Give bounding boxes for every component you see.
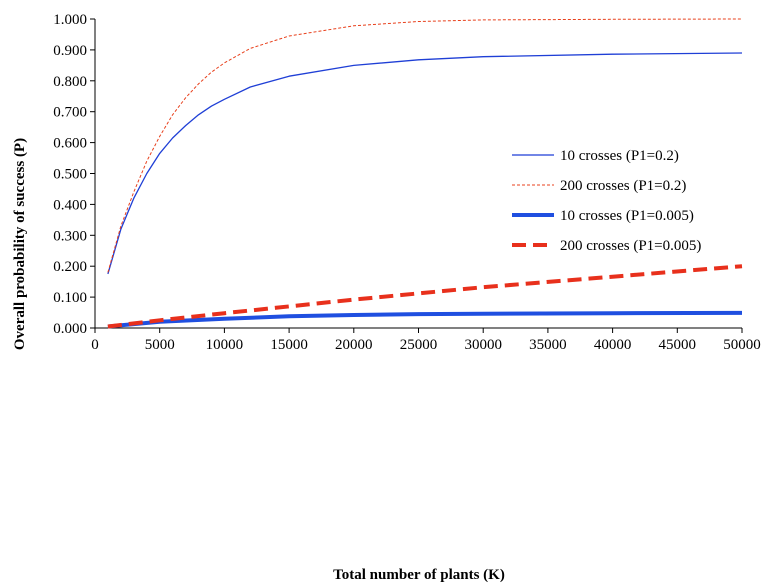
series-line-10-crosses-p1-0-005 <box>107 310 743 329</box>
legend-label: 10 crosses (P1=0.005) <box>560 208 694 224</box>
x-tick-label: 0 <box>91 337 99 353</box>
legend: 10 crosses (P1=0.2) 200 crosses (P1=0.2) 1… <box>512 148 701 254</box>
y-tick-label: 0.300 <box>53 228 87 244</box>
y-ticks: 0.000 0.100 0.200 0.300 0.400 0.500 0.600 0.700… <box>53 12 95 337</box>
x-tick-label: 5000 <box>145 337 175 353</box>
x-tick-label: 35000 <box>529 337 567 353</box>
x-tick-label: 10000 <box>206 337 244 353</box>
y-tick-label: 0.400 <box>53 197 87 213</box>
series-line-200-crosses-p1-0-005 <box>107 264 743 329</box>
y-tick-label: 0.800 <box>53 74 87 90</box>
x-tick-label: 50000 <box>723 337 761 353</box>
axes <box>94 19 742 329</box>
x-tick-label: 20000 <box>335 337 373 353</box>
y-tick-label: 0.600 <box>53 136 87 152</box>
series-line-200-crosses-p1-0-2 <box>107 18 743 273</box>
legend-label: 200 crosses (P1=0.005) <box>560 238 701 254</box>
x-tick-label: 25000 <box>400 337 438 353</box>
y-tick-label: 0.500 <box>53 167 87 183</box>
y-tick-label: 0.900 <box>53 43 87 59</box>
y-tick-label: 0.200 <box>53 259 87 275</box>
x-tick-label: 40000 <box>594 337 632 353</box>
y-axis-title: Overall probability of success (P) <box>12 138 28 350</box>
y-tick-label: 0.700 <box>53 105 87 121</box>
y-tick-label: 0.000 <box>53 321 87 337</box>
series-layer <box>107 18 743 329</box>
legend-label: 10 crosses (P1=0.2) <box>560 148 679 164</box>
x-tick-label: 15000 <box>270 337 308 353</box>
y-tick-label: 1.000 <box>53 12 87 28</box>
x-tick-label: 45000 <box>659 337 697 353</box>
legend-label: 200 crosses (P1=0.2) <box>560 178 686 194</box>
x-axis-title: Total number of plants (K) <box>333 567 505 583</box>
series-line-10-crosses-p1-0-2 <box>107 52 743 275</box>
x-tick-label: 30000 <box>464 337 502 353</box>
x-ticks: 0 5000 10000 15000 20000 25000 30000 35000 40000… <box>91 328 761 353</box>
y-tick-label: 0.100 <box>53 290 87 306</box>
